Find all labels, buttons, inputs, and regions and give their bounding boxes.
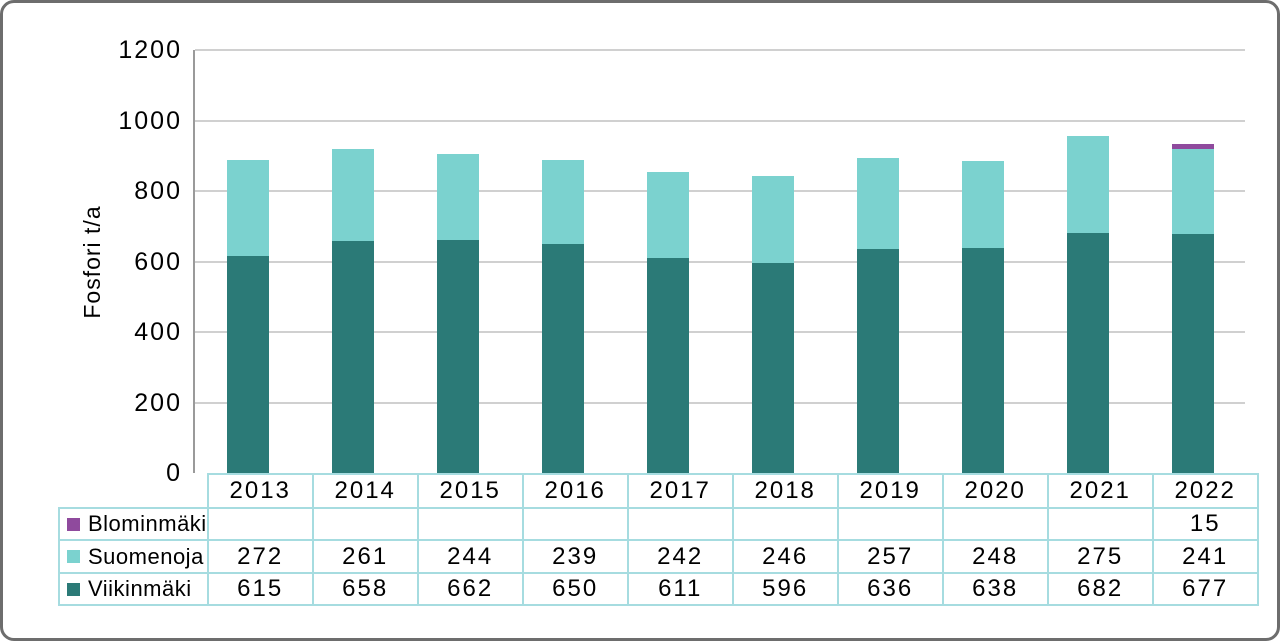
value-cell-Suomenoja: 246 bbox=[731, 539, 839, 574]
bar-segment-Suomenoja-2018 bbox=[751, 176, 794, 263]
value-cell-Viikinmäki: 650 bbox=[521, 572, 629, 606]
value-cell-Suomenoja: 248 bbox=[941, 539, 1049, 574]
value-cell-Suomenoja: 242 bbox=[626, 539, 734, 574]
legend-label-text: Blominmäki bbox=[88, 511, 207, 536]
value-cell-Suomenoja: 241 bbox=[1151, 539, 1259, 574]
bar-segment-Suomenoja-2019 bbox=[856, 158, 899, 249]
bar-segment-Viikinmäki-2015 bbox=[436, 239, 479, 473]
year-header-cell: 2014 bbox=[311, 473, 419, 509]
y-tick-label: 200 bbox=[134, 388, 182, 417]
value-cell-Blominmäki bbox=[416, 507, 524, 541]
value-cell-Suomenoja: 275 bbox=[1046, 539, 1154, 574]
value-cell-Viikinmäki: 638 bbox=[941, 572, 1049, 606]
value-cell-Blominmäki bbox=[731, 507, 839, 541]
value-cell-Blominmäki bbox=[626, 507, 734, 541]
bar-segment-Suomenoja-2020 bbox=[961, 160, 1004, 249]
legend-swatch-Suomenoja bbox=[67, 550, 80, 563]
data-table: 2013 2014 2015 2016 2017 2018 2019 2020 2021 2022… bbox=[58, 473, 1259, 606]
legend-row-label-Viikinmäki: Viikinmäki bbox=[58, 572, 209, 606]
bar-segment-Viikinmäki-2020 bbox=[961, 248, 1004, 473]
legend-swatch-Viikinmäki bbox=[67, 582, 80, 596]
value-cell-Blominmäki bbox=[311, 507, 419, 541]
value-cell-Viikinmäki: 658 bbox=[311, 572, 419, 606]
value-cell-Viikinmäki: 611 bbox=[626, 572, 734, 606]
y-axis-line bbox=[193, 50, 195, 473]
bar-segment-Viikinmäki-2022 bbox=[1171, 234, 1214, 473]
bar-segment-Suomenoja-2021 bbox=[1066, 135, 1109, 233]
year-header-cell: 2021 bbox=[1046, 473, 1154, 509]
bar-segment-Suomenoja-2015 bbox=[436, 153, 479, 240]
bar-segment-Blominmäki-2022 bbox=[1171, 144, 1214, 150]
bar-segment-Viikinmäki-2019 bbox=[856, 248, 899, 473]
year-header-cell: 2016 bbox=[521, 473, 629, 509]
bar-segment-Viikinmäki-2013 bbox=[226, 256, 269, 473]
y-tick-label: 0 bbox=[166, 459, 182, 487]
gridline-y600 bbox=[195, 260, 1245, 263]
bar-segment-Viikinmäki-2021 bbox=[1066, 232, 1109, 473]
y-tick-label: 1200 bbox=[118, 36, 182, 64]
legend-swatch-Blominmäki bbox=[67, 517, 80, 531]
legend-row-label-Suomenoja: Suomenoja bbox=[58, 539, 209, 574]
bar-segment-Suomenoja-2013 bbox=[226, 160, 269, 257]
value-cell-Suomenoja: 244 bbox=[416, 539, 524, 574]
value-cell-Viikinmäki: 596 bbox=[731, 572, 839, 606]
value-cell-Suomenoja: 239 bbox=[521, 539, 629, 574]
y-tick-label: 400 bbox=[134, 318, 182, 346]
y-tick-label: 1000 bbox=[118, 106, 182, 135]
gridline-y200 bbox=[195, 401, 1245, 404]
bar-segment-Viikinmäki-2014 bbox=[331, 241, 374, 473]
legend-label-text: Viikinmäki bbox=[88, 576, 192, 601]
value-cell-Blominmäki bbox=[521, 507, 629, 541]
bar-segment-Suomenoja-2016 bbox=[541, 159, 584, 244]
year-header-cell: 2013 bbox=[206, 473, 314, 509]
value-cell-Blominmäki bbox=[836, 507, 944, 541]
legend-label-text: Suomenoja bbox=[88, 543, 204, 569]
bar-segment-Suomenoja-2014 bbox=[331, 149, 374, 242]
value-cell-Blominmäki bbox=[941, 507, 1049, 541]
gridline-y400 bbox=[195, 331, 1245, 333]
gridline-y1000 bbox=[195, 119, 1245, 122]
bar-segment-Viikinmäki-2017 bbox=[646, 257, 689, 473]
bar-segment-Viikinmäki-2018 bbox=[751, 262, 794, 473]
value-cell-Suomenoja: 261 bbox=[311, 539, 419, 574]
y-tick-label: 800 bbox=[134, 177, 182, 205]
value-cell-Suomenoja: 257 bbox=[836, 539, 944, 574]
value-cell-Blominmäki bbox=[206, 507, 314, 541]
value-cell-Blominmäki: 15 bbox=[1151, 507, 1259, 541]
value-cell-Viikinmäki: 636 bbox=[836, 572, 944, 606]
gridline-y1200 bbox=[195, 49, 1245, 51]
value-cell-Viikinmäki: 677 bbox=[1151, 572, 1259, 606]
value-cell-Blominmäki bbox=[1046, 507, 1154, 541]
value-cell-Suomenoja: 272 bbox=[206, 539, 314, 574]
year-header-cell: 2018 bbox=[731, 473, 839, 509]
year-header-cell: 2015 bbox=[416, 473, 524, 509]
value-cell-Viikinmäki: 662 bbox=[416, 572, 524, 606]
bar-segment-Suomenoja-2022 bbox=[1171, 149, 1214, 235]
year-header-cell: 2020 bbox=[941, 473, 1049, 509]
gridline-y800 bbox=[195, 190, 1245, 192]
value-cell-Viikinmäki: 682 bbox=[1046, 572, 1154, 606]
bar-segment-Viikinmäki-2016 bbox=[541, 243, 584, 473]
legend-row-label-Blominmäki: Blominmäki bbox=[58, 507, 209, 541]
y-tick-label: 600 bbox=[134, 247, 182, 276]
year-header-cell: 2017 bbox=[626, 473, 734, 509]
bar-segment-Suomenoja-2017 bbox=[646, 172, 689, 258]
value-cell-Viikinmäki: 615 bbox=[206, 572, 314, 606]
year-header-cell: 2019 bbox=[836, 473, 944, 509]
year-header-cell: 2022 bbox=[1151, 473, 1259, 509]
